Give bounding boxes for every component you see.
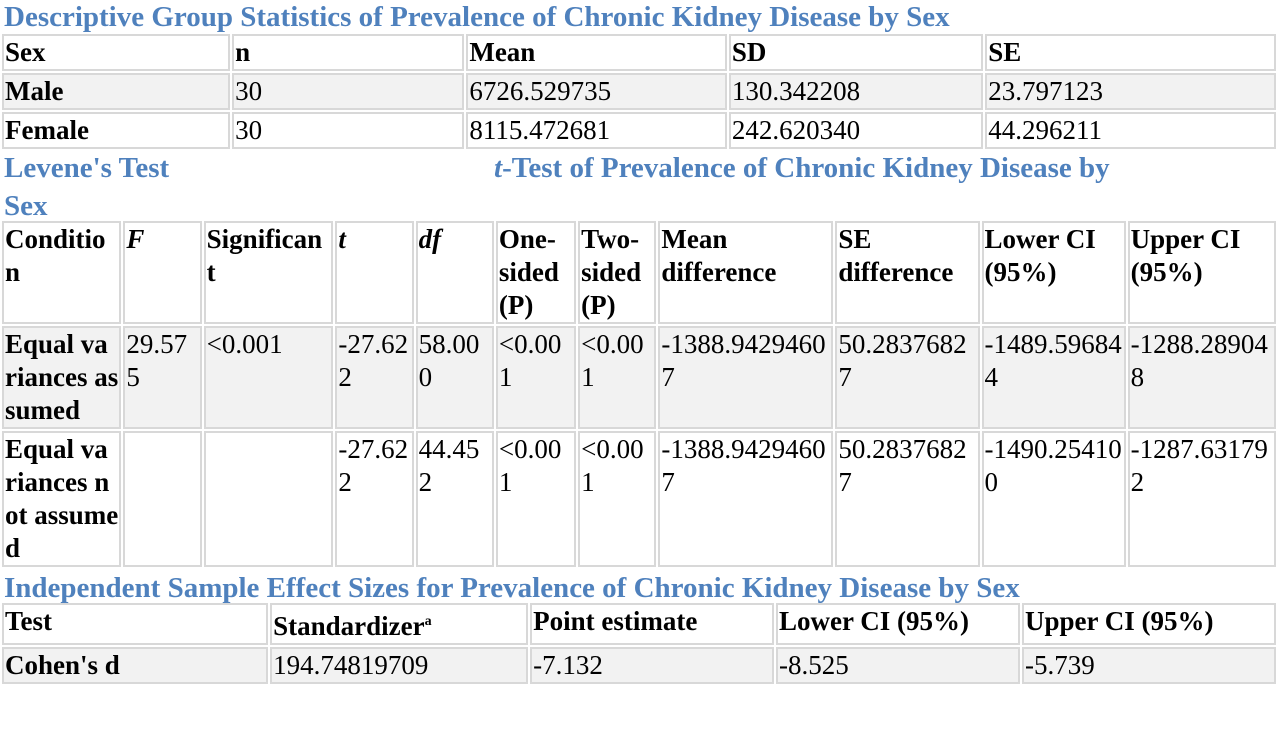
descriptive-stats-table: Sex n Mean SD SE Male 30 6726.529735 130… — [0, 32, 1278, 151]
header-se-difference: SE difference — [835, 221, 980, 324]
header-mean-difference: Mean difference — [658, 221, 834, 324]
header-se: SE — [985, 34, 1276, 71]
table-header-row: Condition F Significant t df One-sided (… — [2, 221, 1276, 324]
table-cell: 242.620340 — [728, 112, 984, 149]
header-condition: Condition — [2, 221, 122, 324]
header-point-estimate: Point estimate — [530, 603, 775, 645]
table-cell — [123, 431, 202, 567]
row-label: Male — [2, 73, 231, 110]
row-label: Equal variances assumed — [2, 326, 122, 429]
table-cell: 30 — [232, 112, 465, 149]
table-cell: -1489.596844 — [981, 326, 1126, 429]
effect-sizes-title: Independent Sample Effect Sizes for Prev… — [4, 572, 1020, 604]
row-label: Female — [2, 112, 231, 149]
levene-title: Levene's Test — [4, 152, 170, 184]
table-row: Cohen's d 194.74819709 -7.132 -8.525 -5.… — [2, 647, 1276, 684]
header-sd: SD — [728, 34, 984, 71]
table-cell — [203, 431, 334, 567]
standardizer-label: Standardizer — [273, 611, 425, 641]
table-cell: <0.001 — [578, 431, 657, 567]
table-cell: <0.001 — [495, 431, 577, 567]
table-cell: 44.296211 — [985, 112, 1276, 149]
header-sex: Sex — [2, 34, 231, 71]
table-cell: -5.739 — [1021, 647, 1276, 684]
effect-sizes-table: Test Standardizera Point estimate Lower … — [0, 601, 1278, 686]
table-cell: 29.575 — [123, 326, 202, 429]
header-df: df — [415, 221, 494, 324]
table-cell: 58.000 — [415, 326, 494, 429]
header-lower-ci: Lower CI (95%) — [776, 603, 1020, 645]
table-cell: 30 — [232, 73, 465, 110]
table-cell: -8.525 — [776, 647, 1020, 684]
table-cell: 130.342208 — [728, 73, 984, 110]
t-test-title: Levene's Test t-Test of Prevalence of Ch… — [0, 151, 1280, 223]
t-test-table: Condition F Significant t df One-sided (… — [0, 219, 1278, 569]
table-cell: 8115.472681 — [466, 112, 727, 149]
table-cell: -27.622 — [335, 326, 414, 429]
t-symbol: t — [494, 152, 503, 184]
row-label: Cohen's d — [2, 647, 269, 684]
header-test: Test — [2, 603, 269, 645]
table-cell: -1288.289048 — [1127, 326, 1276, 429]
header-f: F — [123, 221, 202, 324]
table-cell: 6726.529735 — [466, 73, 727, 110]
table-row: Female 30 8115.472681 242.620340 44.2962… — [2, 112, 1276, 149]
table-header-row: Test Standardizera Point estimate Lower … — [2, 603, 1276, 645]
header-lower-ci: Lower CI (95%) — [981, 221, 1126, 324]
header-one-sided: One-sided (P) — [495, 221, 577, 324]
table-cell: 194.74819709 — [270, 647, 529, 684]
table-cell: 50.28376827 — [835, 326, 980, 429]
table-cell: <0.001 — [495, 326, 577, 429]
t-test-title-wrap: Sex — [4, 190, 48, 222]
table-cell: -27.622 — [335, 431, 414, 567]
header-upper-ci: Upper CI (95%) — [1127, 221, 1276, 324]
table-cell: 50.28376827 — [835, 431, 980, 567]
t-test-title-main: t-Test of Prevalence of Chronic Kidney D… — [494, 151, 1110, 185]
row-label: Equal variances not assumed — [2, 431, 122, 567]
table-cell: 44.452 — [415, 431, 494, 567]
table-cell: -7.132 — [530, 647, 775, 684]
standardizer-footnote-marker: a — [424, 614, 432, 629]
descriptive-stats-title: Descriptive Group Statistics of Prevalen… — [4, 1, 950, 33]
header-n: n — [232, 34, 465, 71]
header-t: t — [335, 221, 414, 324]
table-row: Equal variances not assumed -27.622 44.4… — [2, 431, 1276, 567]
table-cell: -1287.631792 — [1127, 431, 1276, 567]
header-upper-ci: Upper CI (95%) — [1021, 603, 1276, 645]
table-cell: 23.797123 — [985, 73, 1276, 110]
header-mean: Mean — [466, 34, 727, 71]
table-row: Male 30 6726.529735 130.342208 23.797123 — [2, 73, 1276, 110]
table-row: Equal variances assumed 29.575 <0.001 -2… — [2, 326, 1276, 429]
table-cell: <0.001 — [578, 326, 657, 429]
header-standardizer: Standardizera — [270, 603, 529, 645]
table-cell: -1388.94294607 — [658, 431, 834, 567]
table-cell: <0.001 — [203, 326, 334, 429]
header-two-sided: Two-sided (P) — [578, 221, 657, 324]
table-cell: -1388.94294607 — [658, 326, 834, 429]
t-test-title-text: -Test of Prevalence of Chronic Kidney Di… — [502, 152, 1110, 184]
table-header-row: Sex n Mean SD SE — [2, 34, 1276, 71]
header-significant: Significant — [203, 221, 334, 324]
table-cell: -1490.254100 — [981, 431, 1126, 567]
